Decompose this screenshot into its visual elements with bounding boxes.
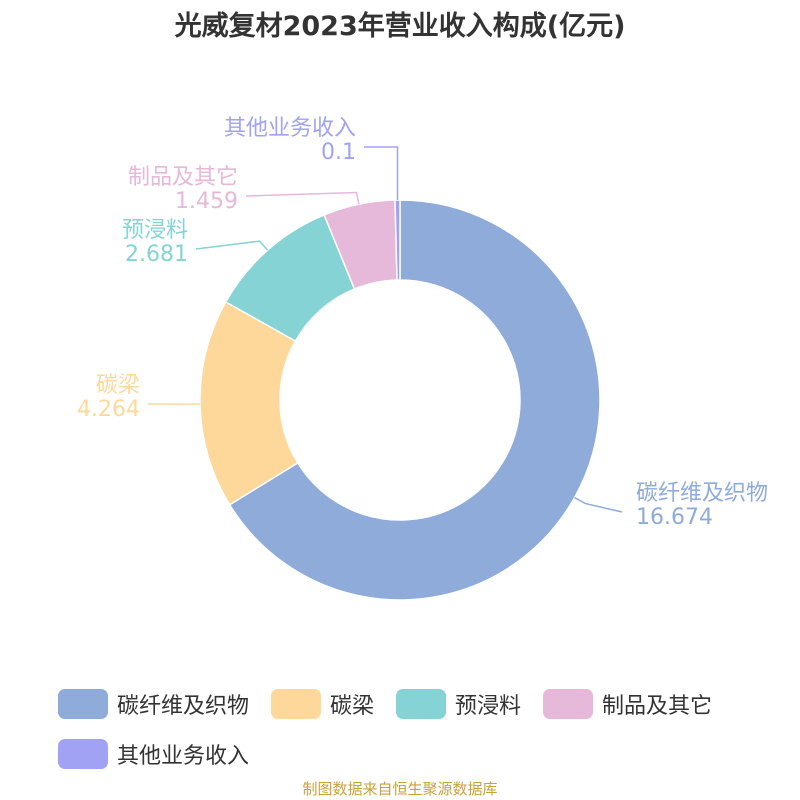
legend: 碳纤维及织物 碳梁 预浸料 制品及其它其他业务收入 <box>58 688 778 770</box>
legend-label: 制品及其它 <box>602 694 713 719</box>
slice-value-label: 16.674 <box>636 505 713 530</box>
slice-value-label: 0.1 <box>321 140 356 165</box>
source-note: 制图数据来自恒生聚源数据库 <box>302 780 498 798</box>
legend-label: 其他业务收入 <box>117 744 250 769</box>
leader-line <box>245 191 360 205</box>
legend-item[interactable]: 预浸料 <box>396 688 521 720</box>
slice-label: 预浸料 <box>122 218 188 243</box>
legend-item[interactable]: 碳梁 <box>271 688 374 720</box>
slice-label: 碳纤维及织物 <box>636 481 768 506</box>
slice-value-label: 1.459 <box>175 189 238 214</box>
legend-swatch <box>543 689 594 719</box>
legend-item[interactable]: 其他业务收入 <box>58 738 249 770</box>
legend-label: 碳纤维及织物 <box>117 694 250 719</box>
legend-label: 预浸料 <box>455 694 522 719</box>
leader-line <box>574 496 623 513</box>
legend-item[interactable]: 碳纤维及织物 <box>58 688 249 720</box>
legend-label: 碳梁 <box>330 694 375 719</box>
legend-swatch <box>271 689 322 719</box>
legend-swatch <box>58 689 108 719</box>
donut-slice <box>394 199 401 281</box>
legend-swatch <box>58 739 108 769</box>
leader-line <box>195 240 269 251</box>
leader-line <box>364 146 399 201</box>
slice-label: 制品及其它 <box>128 165 238 190</box>
slice-label: 碳梁 <box>96 373 140 398</box>
slice-value-label: 2.681 <box>125 242 188 267</box>
donut-slice <box>199 300 299 506</box>
slices-layer <box>199 199 601 601</box>
slice-value-label: 4.264 <box>77 397 140 422</box>
chart-title: 光威复材2023年营业收入构成(亿元) <box>174 11 626 42</box>
donut-slice <box>228 199 601 601</box>
legend-item[interactable]: 制品及其它 <box>543 688 712 720</box>
slice-label: 其他业务收入 <box>224 116 356 141</box>
legend-swatch <box>396 689 447 719</box>
